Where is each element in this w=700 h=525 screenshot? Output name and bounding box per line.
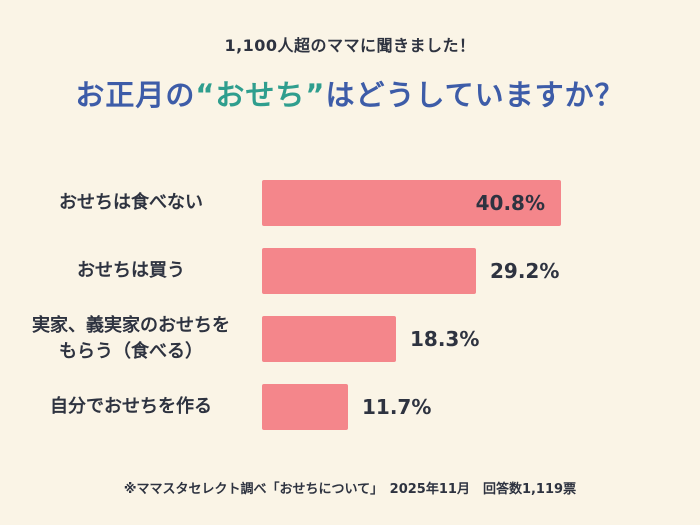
chart-title-prefix: お正月の [75,78,196,112]
survey-subtitle: 1,100人超のママに聞きました！ [224,36,476,55]
bar-chart: おせちは食べない 40.8% おせちは買う 29.2% 実家、義実家のおせちを … [0,180,700,452]
chart-title-suffix: はどうしていますか？ [325,78,625,112]
bar-track: 40.8% [262,180,700,226]
bar-track: 18.3% [262,316,700,362]
value-label: 29.2% [490,259,560,283]
bar-row: おせちは食べない 40.8% [0,180,700,226]
value-label: 40.8% [475,191,545,215]
bar [262,384,348,430]
bar-track: 11.7% [262,384,700,430]
source-footnote: ※ママスタセレクト調べ「おせちについて」 2025年11月 回答数1,119票 [123,482,577,497]
chart-title-highlight: “おせち” [195,78,326,112]
category-label: おせちは食べない [59,191,203,213]
bar-track: 29.2% [262,248,700,294]
value-label: 18.3% [410,327,480,351]
bar [262,316,396,362]
bar: 40.8% [262,180,561,226]
category-label: 自分でおせちを作る [50,395,212,417]
value-label: 11.7% [362,395,432,419]
bar-row: 自分でおせちを作る 11.7% [0,384,700,430]
chart-title: お正月の“おせち”はどうしていますか？ [0,72,700,114]
category-label: おせちは買う [77,259,185,281]
bar-row: おせちは買う 29.2% [0,248,700,294]
bar-row: 実家、義実家のおせちを もらう（食べる） 18.3% [0,314,700,362]
bar [262,248,476,294]
category-label: 実家、義実家のおせちを もらう（食べる） [32,314,230,362]
